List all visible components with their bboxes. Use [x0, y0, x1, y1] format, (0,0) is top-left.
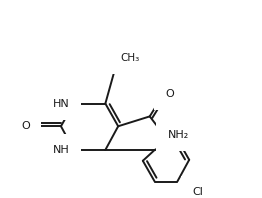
Text: NH: NH: [53, 145, 70, 155]
Text: CH₃: CH₃: [120, 53, 139, 63]
Text: O: O: [22, 121, 30, 131]
Text: HN: HN: [53, 99, 70, 109]
Text: Cl: Cl: [192, 187, 203, 197]
Text: O: O: [166, 89, 174, 99]
Text: NH₂: NH₂: [167, 130, 189, 140]
